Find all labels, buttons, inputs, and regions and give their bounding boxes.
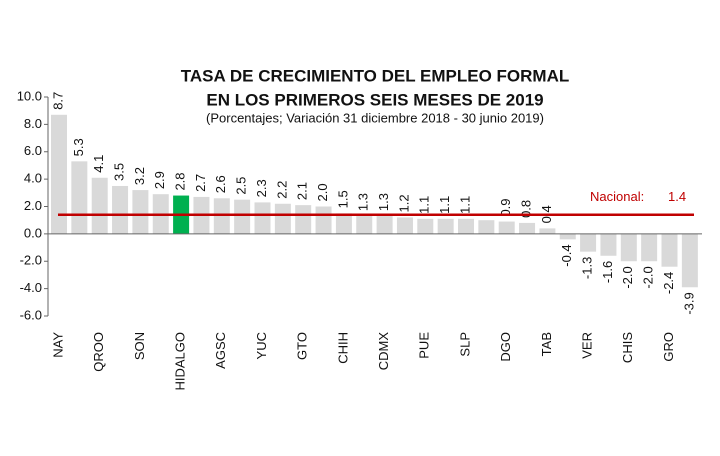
x-tick-label: CHIH	[335, 332, 350, 364]
x-tick-label: AGSC	[213, 332, 228, 369]
value-label: 2.8	[173, 172, 188, 190]
bar	[254, 202, 271, 234]
value-label: -1.6	[600, 261, 615, 283]
x-tick-label: DGO	[498, 332, 513, 362]
bar	[335, 213, 352, 234]
value-label: 2.1	[295, 182, 310, 200]
value-label: 2.2	[274, 181, 289, 199]
bar	[417, 218, 434, 234]
value-label: 2.6	[213, 175, 228, 193]
value-label: 0.9	[498, 198, 513, 216]
x-tick-label: SLP	[457, 332, 472, 357]
bar	[91, 177, 108, 234]
bar	[539, 228, 556, 234]
value-label: 2.7	[193, 174, 208, 192]
y-tick-label: 4.0	[24, 171, 42, 186]
value-label: 1.3	[356, 193, 371, 211]
bar	[396, 217, 413, 234]
value-label: 2.3	[254, 179, 269, 197]
value-label: -0.4	[559, 244, 574, 266]
bar	[498, 221, 515, 234]
bar	[376, 216, 393, 234]
chart-title: TASA DE CRECIMIENTO DEL EMPLEO FORMAL	[181, 66, 570, 85]
x-tick-label: GTO	[295, 332, 310, 360]
y-tick-label: 8.0	[24, 116, 42, 131]
x-tick-label: VER	[580, 332, 595, 359]
x-tick-label: YUC	[254, 332, 269, 359]
value-label: 1.1	[417, 196, 432, 214]
reference-value-label: 1.4	[668, 189, 686, 204]
value-label: 3.2	[132, 167, 147, 185]
y-tick-label: -4.0	[20, 280, 42, 295]
bar	[274, 203, 291, 234]
reference-label: Nacional:	[590, 189, 644, 204]
x-tick-label: NAY	[50, 332, 65, 358]
x-tick-label: HIDALGO	[173, 332, 188, 391]
value-label: -3.9	[681, 292, 696, 314]
y-tick-label: 6.0	[24, 143, 42, 158]
value-label: 1.1	[437, 196, 452, 214]
value-label: 1.2	[396, 194, 411, 212]
bar	[295, 205, 312, 234]
value-label: 2.5	[234, 177, 249, 195]
bar	[213, 198, 230, 234]
x-tick-label: TAB	[539, 332, 554, 356]
value-label: 1.5	[335, 190, 350, 208]
value-label: 5.3	[71, 138, 86, 156]
bar	[458, 218, 474, 234]
bar	[112, 185, 129, 234]
x-tick-label: PUE	[417, 332, 432, 359]
x-tick-label: SON	[132, 332, 147, 360]
value-label: 0.8	[518, 200, 533, 218]
bar	[51, 114, 67, 234]
value-label: 1.1	[457, 196, 472, 214]
value-label: 3.5	[111, 163, 126, 181]
bar	[519, 222, 536, 234]
chart-subtitle: (Porcentajes; Variación 31 diciembre 201…	[206, 110, 544, 125]
bar	[559, 233, 576, 240]
bar	[620, 233, 637, 262]
x-tick-label: CDMX	[376, 332, 391, 371]
value-label: 8.7	[50, 92, 65, 110]
bar	[234, 199, 251, 234]
chart-title-line2: EN LOS PRIMEROS SEIS MESES DE 2019	[206, 90, 543, 109]
value-label: -2.4	[661, 272, 676, 294]
value-label: -2.0	[620, 266, 635, 288]
bar	[71, 161, 88, 234]
value-label: 2.9	[152, 171, 167, 189]
bar	[132, 190, 149, 234]
bar	[580, 233, 597, 252]
value-label: -1.3	[580, 257, 595, 279]
value-label: 1.3	[376, 193, 391, 211]
y-tick-label: 10.0	[17, 88, 42, 103]
bar	[661, 233, 678, 267]
bar	[478, 220, 495, 234]
y-tick-label: 2.0	[24, 198, 42, 213]
y-tick-label: -6.0	[20, 307, 42, 322]
bar	[315, 206, 332, 234]
bar	[437, 218, 454, 234]
bar	[600, 233, 617, 256]
x-tick-label: CHIS	[620, 332, 635, 363]
bar	[641, 233, 658, 262]
y-tick-label: 0.0	[24, 225, 42, 240]
y-tick-label: -2.0	[20, 253, 42, 268]
value-label: 4.1	[91, 155, 106, 173]
value-label: 2.0	[315, 183, 330, 201]
bar	[681, 233, 698, 288]
x-tick-label: QROO	[91, 332, 106, 372]
bar	[356, 216, 373, 234]
value-label: -2.0	[641, 266, 656, 288]
x-tick-label: GRO	[661, 332, 676, 362]
